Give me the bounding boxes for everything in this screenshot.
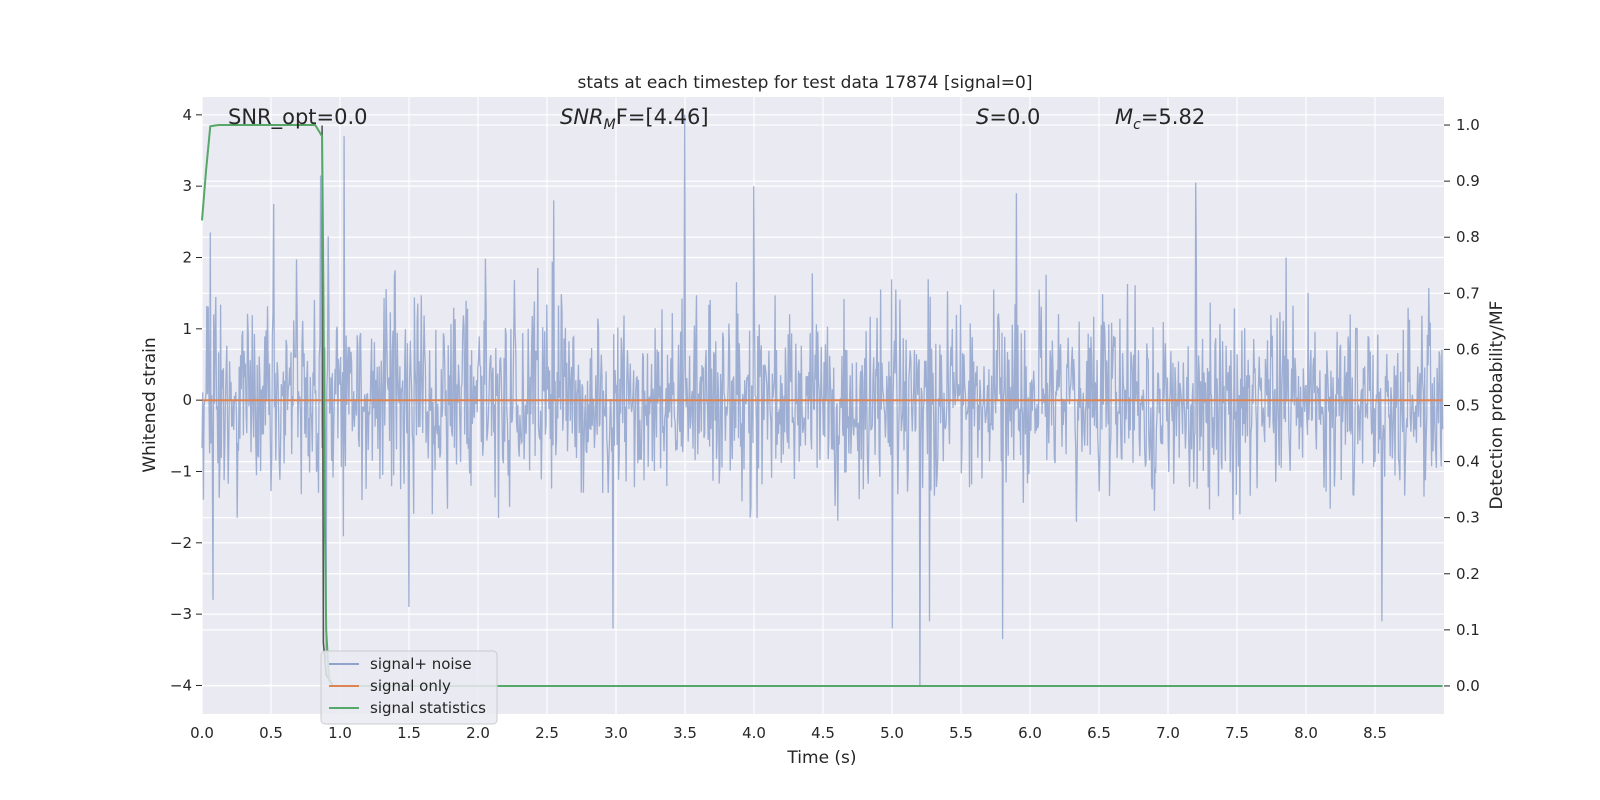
y-left-tick-label: −1 xyxy=(170,462,192,480)
y-right-tick-label: 0.9 xyxy=(1456,172,1480,190)
mc-sub: c xyxy=(1133,117,1141,133)
legend-label-signal-statistics: signal statistics xyxy=(370,699,486,717)
x-tick-label: 1.5 xyxy=(397,724,421,742)
x-tick-label: 6.0 xyxy=(1018,724,1042,742)
y-left-axis-label: Whitened strain xyxy=(140,337,160,472)
x-tick-label: 7.0 xyxy=(1156,724,1180,742)
chart-title: stats at each timestep for test data 178… xyxy=(578,73,1033,93)
legend-label-signal-noise: signal+ noise xyxy=(370,655,472,673)
series-signal-noise xyxy=(201,114,1444,686)
y-right-tick-label: 0.6 xyxy=(1456,340,1480,358)
x-tick-label: 7.5 xyxy=(1225,724,1249,742)
signal-noise-line xyxy=(201,114,1444,686)
s-value: =0.0 xyxy=(989,105,1040,129)
y-right-tick-label: 0.4 xyxy=(1456,453,1480,471)
x-tick-label: 0.5 xyxy=(259,724,283,742)
y-left-tick-label: 3 xyxy=(182,177,192,195)
y-right-tick-label: 0.5 xyxy=(1456,397,1480,415)
annotation-s: S=0.0 xyxy=(976,105,1040,129)
x-tick-label: 4.5 xyxy=(811,724,835,742)
annotation-mc: Mc=5.82 xyxy=(1115,105,1205,133)
y-right-tick-label: 0.1 xyxy=(1456,621,1480,639)
annotation-snr-opt: SNR_opt=0.0 xyxy=(228,105,368,130)
mc-italic: M xyxy=(1115,105,1133,129)
y-left-tick-label: 0 xyxy=(182,391,192,409)
y-right-tick-label: 0.7 xyxy=(1456,284,1480,302)
x-tick-label: 0.0 xyxy=(190,724,214,742)
x-tick-label: 3.5 xyxy=(673,724,697,742)
y-right-tick-label: 0.8 xyxy=(1456,228,1480,246)
y-right-tick-label: 0.3 xyxy=(1456,509,1480,527)
x-tick-label: 2.5 xyxy=(535,724,559,742)
x-axis-label: Time (s) xyxy=(786,748,856,768)
y-right-axis-label: Detection probability/MF xyxy=(1487,301,1507,510)
y-right-tick-labels: 1.0 0.9 0.8 0.7 0.6 0.5 0.4 0.3 0.2 0.1 0.0 xyxy=(1444,116,1480,695)
x-tick-label: 8.0 xyxy=(1294,724,1318,742)
legend: signal+ noise signal only signal statist… xyxy=(320,650,498,725)
mc-value: =5.82 xyxy=(1141,105,1205,129)
y-left-tick-labels: 4 3 2 1 0 −1 −2 −3 −4 xyxy=(170,106,202,694)
y-left-tick-label: −3 xyxy=(170,605,192,623)
legend-box xyxy=(320,650,498,725)
y-left-tick-label: 4 xyxy=(182,106,192,124)
y-left-tick-label: −4 xyxy=(170,676,192,694)
y-left-tick-label: −2 xyxy=(170,534,192,552)
x-tick-label: 2.0 xyxy=(466,724,490,742)
x-tick-labels: 0.0 0.5 1.0 1.5 2.0 2.5 3.0 3.5 4.0 4.5 5.0 5.5 6.0 6… xyxy=(190,724,1387,742)
x-tick-label: 1.0 xyxy=(328,724,352,742)
y-left-tick-label: 1 xyxy=(182,320,192,338)
s-italic: S xyxy=(976,105,989,129)
y-right-tick-label: 1.0 xyxy=(1456,116,1480,134)
signal-statistics-line xyxy=(201,124,1443,687)
annotations: SNR_opt=0.0 SNRMF=[4.46] S=0.0 Mc=5.82 xyxy=(228,105,1205,133)
x-tick-label: 5.5 xyxy=(949,724,973,742)
y-left-tick-label: 2 xyxy=(182,248,192,266)
y-right-tick-label: 0.0 xyxy=(1456,677,1480,695)
annotation-snr-mf: SNRMF=[4.46] xyxy=(560,105,709,133)
x-tick-label: 3.0 xyxy=(604,724,628,742)
snr-mf-suffix: F=[4.46] xyxy=(616,105,709,129)
x-tick-label: 8.5 xyxy=(1363,724,1387,742)
y-right-tick-label: 0.2 xyxy=(1456,565,1480,583)
x-tick-label: 6.5 xyxy=(1087,724,1111,742)
x-tick-label: 5.0 xyxy=(880,724,904,742)
legend-label-signal-only: signal only xyxy=(370,677,451,695)
snr-mf-prefix: SNR xyxy=(560,105,604,129)
snr-mf-sub: M xyxy=(604,117,616,133)
x-tick-label: 4.0 xyxy=(742,724,766,742)
